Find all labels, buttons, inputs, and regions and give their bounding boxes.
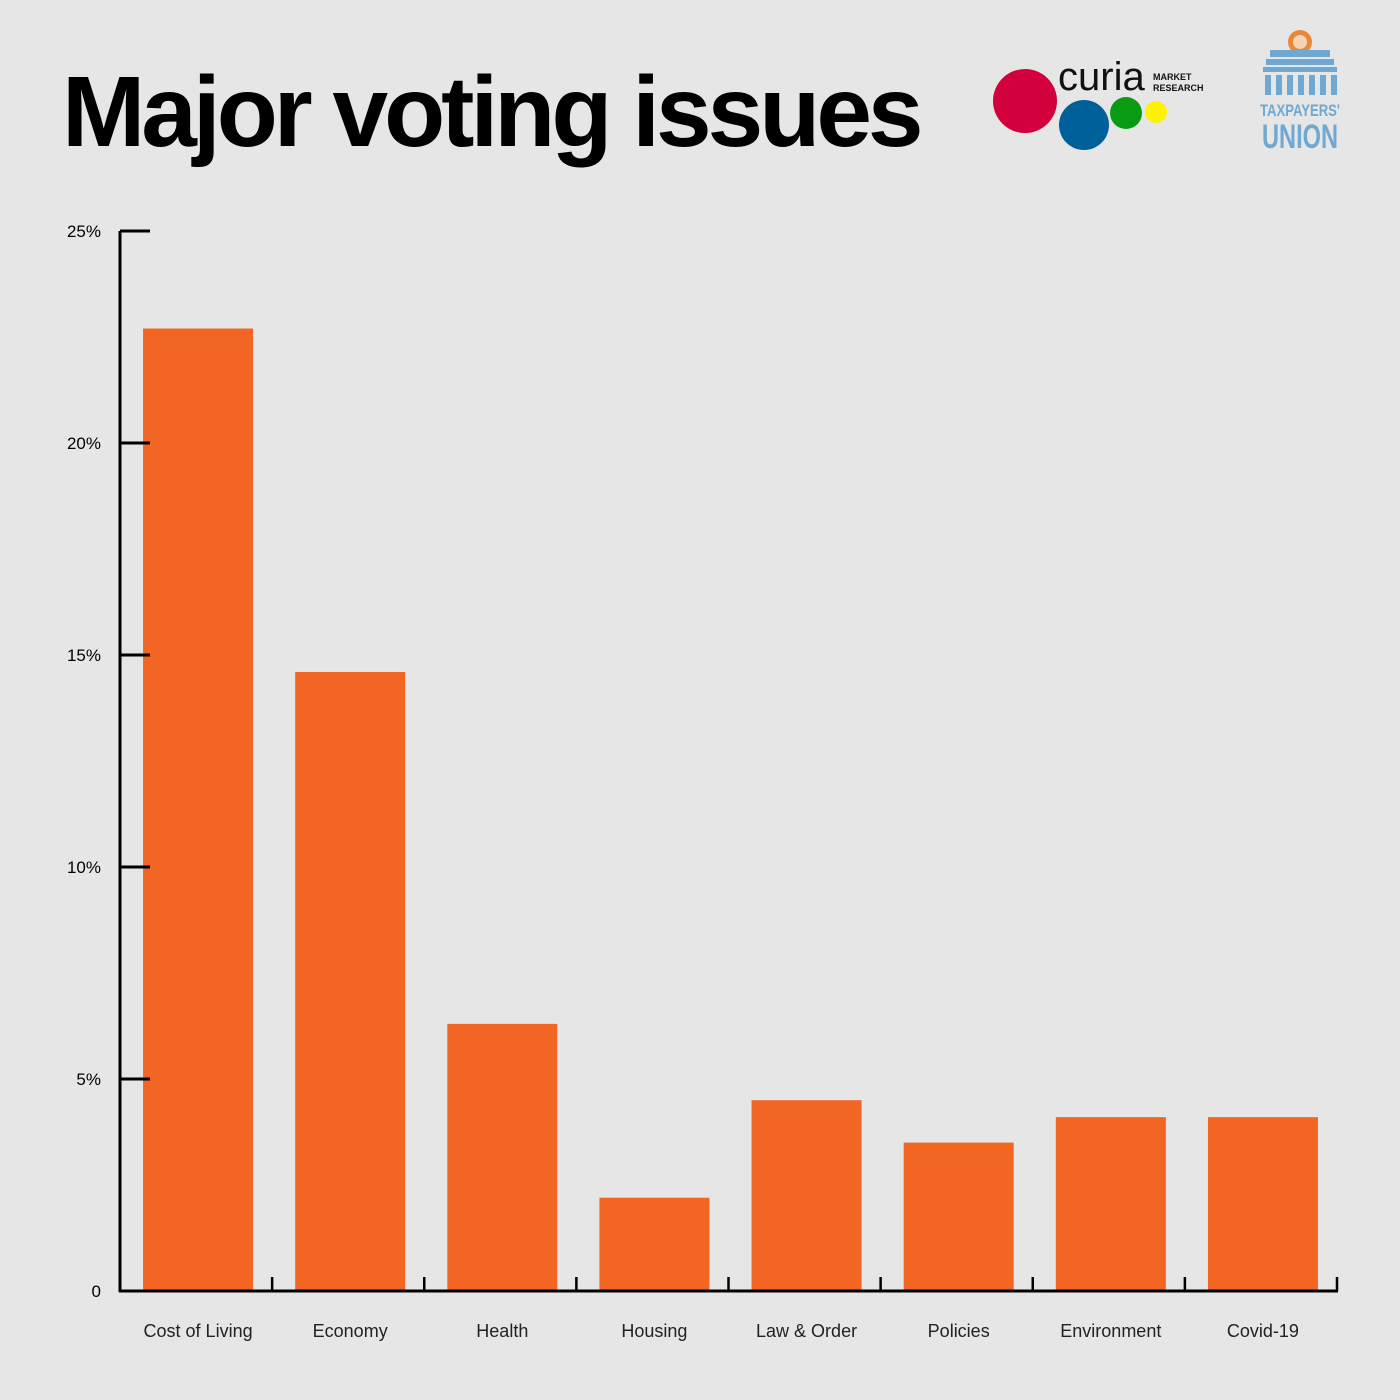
curia-green-dot [1110, 97, 1142, 129]
y-tick-label: 15% [67, 646, 101, 665]
tu-wordmark-line1: TAXPAYERS' [1260, 101, 1340, 120]
bar-policies [903, 1142, 1014, 1291]
x-tick-label: Cost of Living [144, 1321, 253, 1341]
tu-wordmark-line2: UNION [1262, 118, 1338, 156]
x-tick-label: Environment [1060, 1321, 1161, 1341]
x-tick-label: Policies [928, 1321, 990, 1341]
curia-logo: curia MARKET RESEARCH [993, 58, 1204, 150]
axes-group [118, 229, 1339, 1293]
curia-wordmark: curia [1058, 58, 1145, 99]
curia-tagline-2: RESEARCH [1153, 83, 1204, 93]
x-tick-label: Housing [621, 1321, 687, 1341]
bar-economy [295, 671, 406, 1291]
curia-tagline-1: MARKET [1153, 72, 1192, 82]
x-tick-label: Law & Order [756, 1321, 857, 1341]
bar-housing [599, 1197, 710, 1291]
y-tick-label: 20% [67, 434, 101, 453]
y-tick-label: 5% [76, 1070, 101, 1089]
chart-title: Major voting issues [62, 56, 924, 168]
labels-group: Cost of Living Economy Health Housing Law & … [67, 222, 1299, 1341]
curia-red-dot [993, 69, 1057, 133]
bar-law-order [751, 1100, 862, 1291]
y-tick-label: 0 [92, 1282, 101, 1301]
y-tick-label: 10% [67, 858, 101, 877]
taxpayers-union-logo: TAXPAYERS' UNION [1260, 30, 1340, 156]
x-tick-label: Covid-19 [1227, 1321, 1299, 1341]
bar-health [447, 1023, 558, 1291]
bar-covid-19 [1207, 1117, 1318, 1291]
bar-environment [1055, 1117, 1166, 1291]
y-tick-label: 25% [67, 222, 101, 241]
curia-blue-dot [1059, 100, 1109, 150]
bar-cost-of-living [143, 328, 254, 1291]
x-tick-label: Health [476, 1321, 528, 1341]
bars-group [143, 328, 1318, 1291]
x-tick-label: Economy [313, 1321, 388, 1341]
curia-yellow-dot [1145, 101, 1167, 123]
